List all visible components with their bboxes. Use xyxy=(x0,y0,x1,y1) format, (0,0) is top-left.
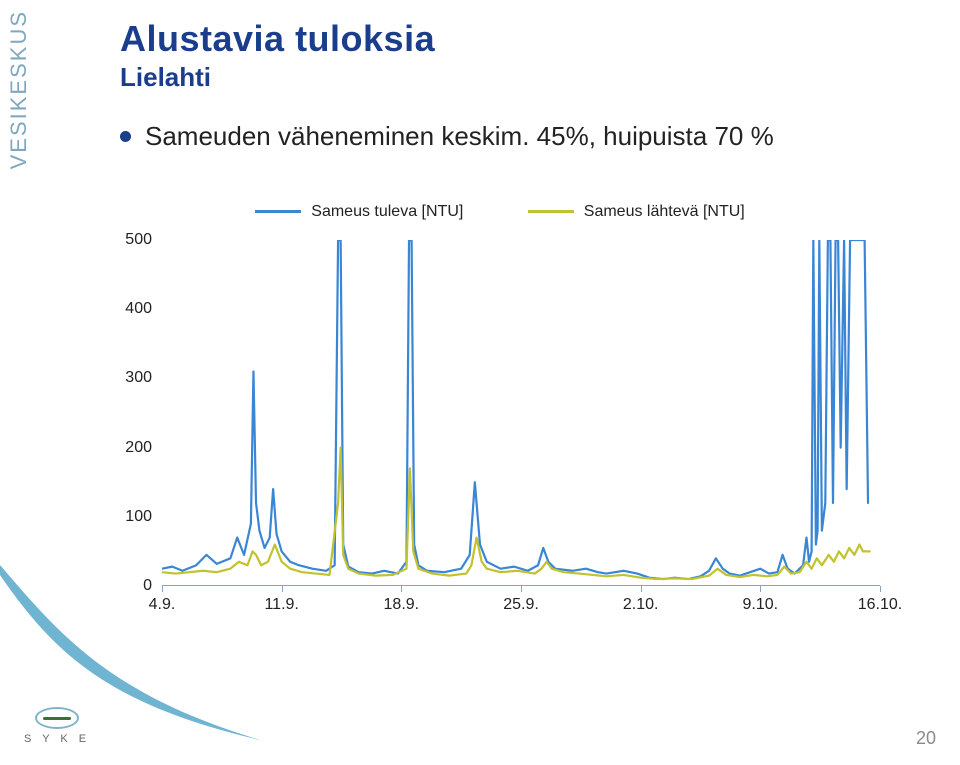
x-tick-label: 16.10. xyxy=(858,596,902,614)
legend-swatch-lahteva xyxy=(528,210,574,213)
page-subtitle: Lielahti xyxy=(120,62,920,93)
page-title: Alustavia tuloksia xyxy=(120,20,920,58)
y-tick-label: 500 xyxy=(125,231,152,249)
turbidity-chart: Sameus tuleva [NTU] Sameus lähtevä [NTU]… xyxy=(110,200,890,620)
series-line-lahteva xyxy=(162,448,870,579)
x-tick-label: 25.9. xyxy=(503,596,539,614)
legend-label-lahteva: Sameus lähtevä [NTU] xyxy=(584,203,745,221)
bullet-dot-icon xyxy=(120,131,131,142)
legend-label-tuleva: Sameus tuleva [NTU] xyxy=(311,203,463,221)
legend-swatch-tuleva xyxy=(255,210,301,213)
x-tick-label: 9.10. xyxy=(743,596,779,614)
page-number: 20 xyxy=(916,728,936,749)
brand-vertical-text: VESIKESKUS xyxy=(6,10,32,169)
chart-legend: Sameus tuleva [NTU] Sameus lähtevä [NTU] xyxy=(110,200,890,221)
chart-x-axis: 4.9.11.9.18.9.25.9.2.10.9.10.16.10. xyxy=(162,590,880,620)
y-tick-label: 0 xyxy=(143,577,152,595)
chart-y-axis: 0100200300400500 xyxy=(110,240,158,586)
bullet-row: Sameuden väheneminen keskim. 45%, huipui… xyxy=(120,121,920,152)
x-tick-label: 18.9. xyxy=(384,596,420,614)
x-tick-label: 4.9. xyxy=(149,596,176,614)
logo-globe-icon xyxy=(35,707,79,729)
logo-text: S Y K E xyxy=(24,733,90,745)
y-tick-label: 100 xyxy=(125,508,152,526)
slide-content: Alustavia tuloksia Lielahti Sameuden väh… xyxy=(120,20,920,152)
y-tick-label: 200 xyxy=(125,439,152,457)
syke-logo: S Y K E xyxy=(24,707,90,745)
y-tick-label: 400 xyxy=(125,300,152,318)
y-tick-label: 300 xyxy=(125,369,152,387)
series-line-tuleva xyxy=(162,240,868,579)
legend-item-lahteva: Sameus lähtevä [NTU] xyxy=(528,203,745,221)
legend-item-tuleva: Sameus tuleva [NTU] xyxy=(255,203,463,221)
bullet-text: Sameuden väheneminen keskim. 45%, huipui… xyxy=(145,121,774,152)
chart-plot-area xyxy=(162,240,880,586)
x-tick-label: 2.10. xyxy=(623,596,659,614)
x-tick-label: 11.9. xyxy=(264,596,298,614)
